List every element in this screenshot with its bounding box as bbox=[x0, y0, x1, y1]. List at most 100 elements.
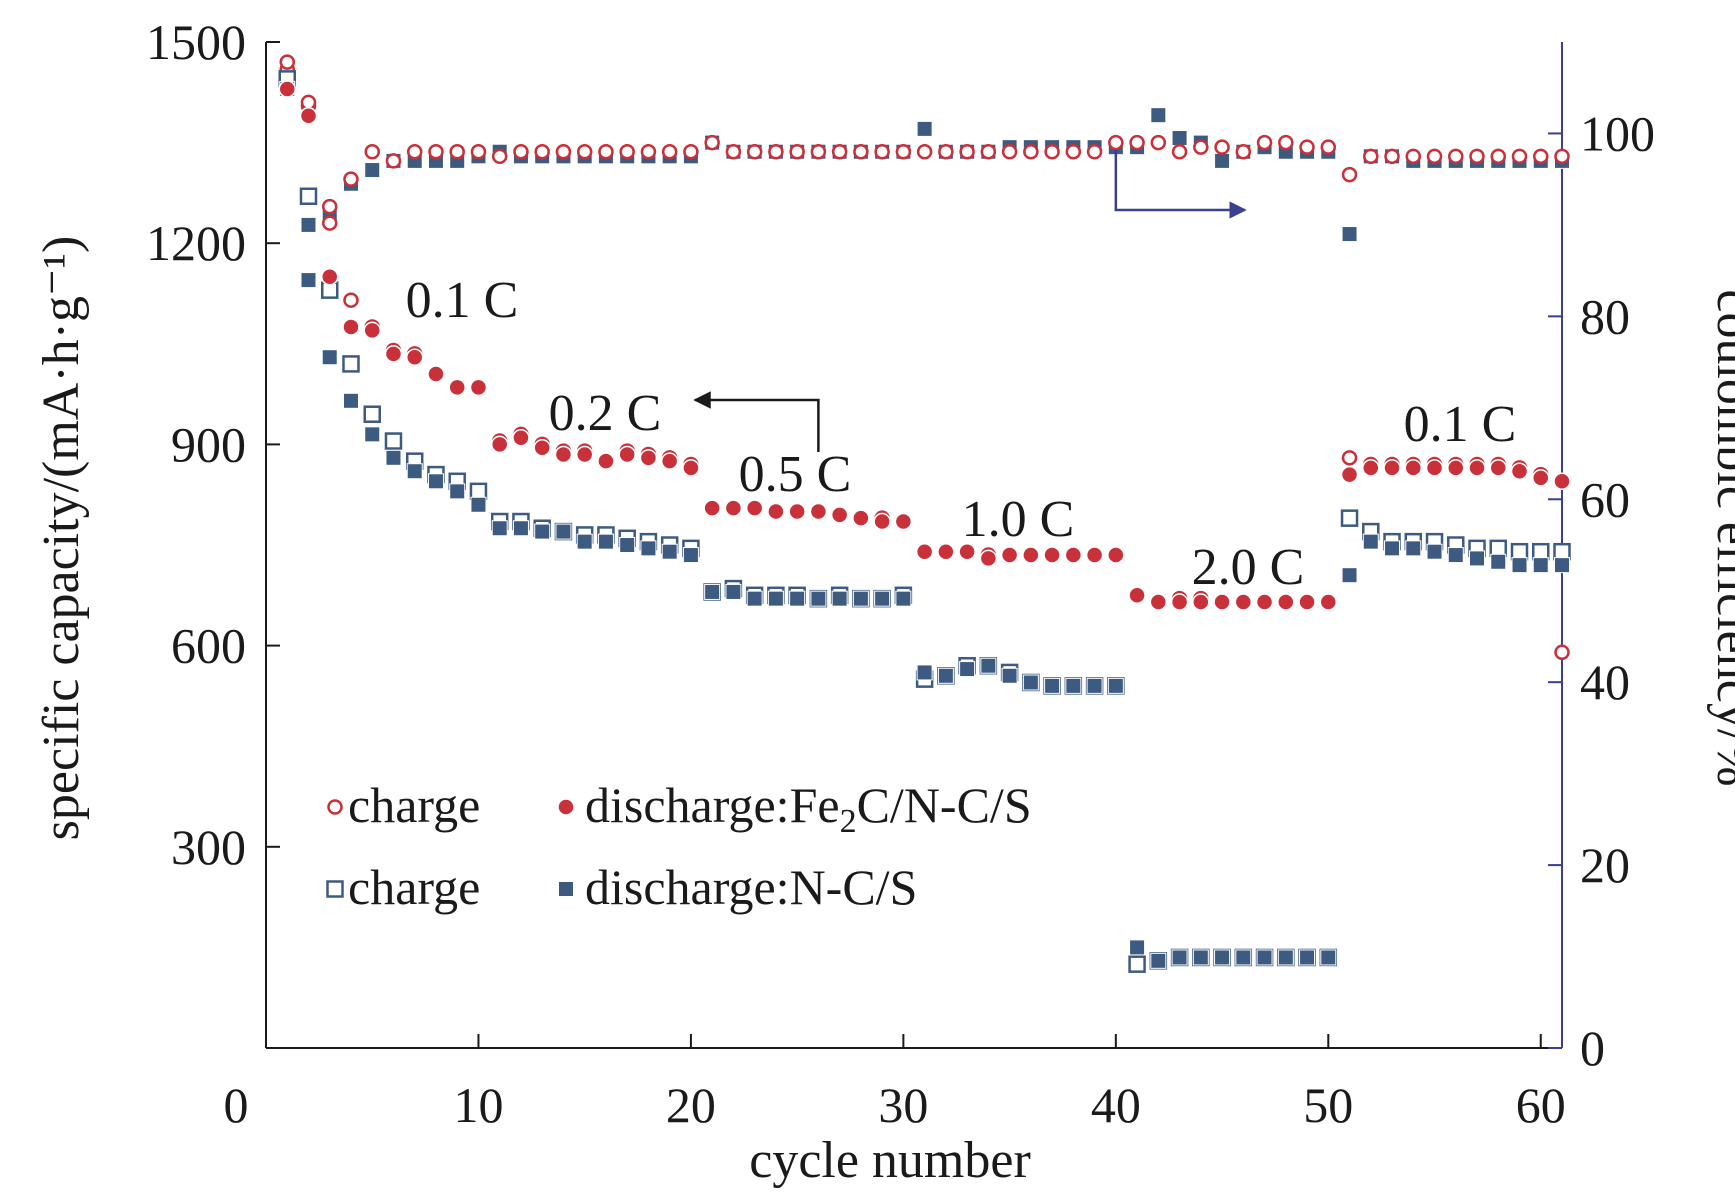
capacity-point bbox=[321, 215, 338, 231]
annotations bbox=[693, 150, 1247, 452]
capacity-point bbox=[1086, 677, 1103, 694]
capacity-point bbox=[937, 542, 955, 561]
x-tick-label: 10 bbox=[453, 1077, 503, 1133]
efficiency-point bbox=[1150, 107, 1167, 124]
capacity-point bbox=[1192, 949, 1209, 966]
efficiency-point bbox=[895, 143, 912, 160]
capacity-point bbox=[745, 499, 764, 517]
capacity-point bbox=[1064, 546, 1083, 564]
capacity-point bbox=[1255, 593, 1274, 611]
capacity-point bbox=[491, 520, 508, 537]
efficiency-point bbox=[661, 143, 678, 160]
capacity-point bbox=[299, 107, 318, 125]
efficiency-point bbox=[768, 143, 784, 160]
efficiency-point bbox=[1086, 143, 1103, 160]
efficiency-point bbox=[1044, 143, 1060, 160]
y-left-tick-label: 1200 bbox=[146, 215, 246, 271]
capacity-point bbox=[1425, 459, 1444, 477]
capacity-point bbox=[1022, 546, 1040, 564]
capacity-point bbox=[1085, 546, 1104, 564]
efficiency-point bbox=[980, 143, 997, 160]
y-right-tick-label: 100 bbox=[1580, 105, 1655, 161]
efficiency-point bbox=[1001, 143, 1018, 160]
capacity-point bbox=[1129, 939, 1146, 956]
capacity-point bbox=[725, 583, 742, 600]
efficiency-point bbox=[1490, 148, 1507, 165]
capacity-point bbox=[1532, 542, 1550, 561]
x-axis-title: cycle number bbox=[749, 1132, 1031, 1189]
legend-marker bbox=[326, 880, 344, 898]
x-tick-label: 60 bbox=[1516, 1077, 1566, 1133]
efficiency-point bbox=[300, 216, 317, 233]
efficiency-point bbox=[321, 198, 338, 215]
capacity-point bbox=[1447, 459, 1465, 477]
capacity-point bbox=[427, 473, 444, 490]
capacity-point bbox=[1214, 949, 1231, 966]
capacity-point bbox=[490, 435, 509, 454]
capacity-point bbox=[1468, 459, 1486, 477]
capacity-point bbox=[470, 496, 487, 513]
efficiency-point bbox=[343, 171, 359, 187]
efficiency-point bbox=[619, 143, 635, 160]
efficiency-point bbox=[406, 143, 423, 160]
capacity-point bbox=[1235, 949, 1252, 966]
y-right-tick-label: 20 bbox=[1580, 837, 1630, 893]
efficiency-point bbox=[704, 134, 720, 151]
capacity-point bbox=[469, 482, 488, 501]
capacity-point bbox=[1192, 593, 1210, 611]
efficiency-point bbox=[1214, 152, 1231, 169]
efficiency-point bbox=[831, 143, 848, 160]
capacity-point bbox=[1426, 543, 1443, 560]
efficiency-point bbox=[959, 143, 975, 160]
y-right-tick-label: 60 bbox=[1580, 471, 1630, 527]
capacity-point bbox=[1149, 593, 1168, 611]
x-tick-label: 20 bbox=[666, 1077, 716, 1133]
capacity-point bbox=[576, 533, 593, 550]
efficiency-point bbox=[1341, 226, 1358, 243]
efficiency-point bbox=[385, 153, 402, 169]
capacity-point bbox=[300, 94, 317, 111]
efficiency-point bbox=[1278, 134, 1294, 151]
y-left-tick-label: 600 bbox=[171, 618, 246, 674]
x-tick-label: 40 bbox=[1091, 1077, 1141, 1133]
capacity-point bbox=[767, 502, 785, 521]
capacity-point bbox=[469, 378, 488, 397]
legend-marker bbox=[327, 799, 343, 815]
capacity-point bbox=[342, 392, 359, 409]
capacity-point bbox=[1532, 469, 1550, 487]
capacity-point bbox=[1469, 550, 1486, 567]
capacity-point bbox=[1171, 949, 1188, 966]
capacity-point bbox=[852, 509, 870, 527]
capacity-point bbox=[533, 439, 551, 457]
capacity-point bbox=[512, 520, 529, 537]
origin-label: 0 bbox=[224, 1077, 249, 1133]
capacity-point bbox=[1044, 677, 1061, 694]
right-axis-arrow bbox=[1114, 150, 1247, 219]
capacity-point bbox=[915, 542, 934, 561]
capacity-point bbox=[618, 445, 636, 464]
capacity-point bbox=[640, 540, 657, 557]
efficiency-point bbox=[1511, 148, 1528, 165]
capacity-point bbox=[1299, 949, 1316, 966]
efficiency-point bbox=[1533, 148, 1549, 165]
capacity-point bbox=[1001, 667, 1018, 684]
data-marks bbox=[278, 54, 1571, 973]
capacity-point bbox=[1277, 593, 1295, 611]
capacity-point bbox=[1554, 557, 1570, 574]
capacity-point bbox=[1320, 949, 1337, 966]
efficiency-point bbox=[1171, 143, 1188, 160]
capacity-point bbox=[300, 272, 317, 289]
efficiency-point bbox=[1341, 166, 1358, 183]
capacity-point bbox=[682, 547, 699, 564]
capacity-point bbox=[1213, 593, 1231, 611]
capacity-point bbox=[660, 452, 679, 470]
efficiency-point bbox=[598, 143, 614, 160]
capacity-point bbox=[1128, 955, 1146, 973]
efficiency-point bbox=[1108, 134, 1124, 151]
y-right-tick-label: 80 bbox=[1580, 288, 1630, 344]
efficiency-point bbox=[1256, 134, 1273, 151]
capacity-point bbox=[299, 187, 318, 206]
capacity-point bbox=[1532, 557, 1549, 574]
legend-label: discharge:N-C/S bbox=[585, 859, 917, 915]
